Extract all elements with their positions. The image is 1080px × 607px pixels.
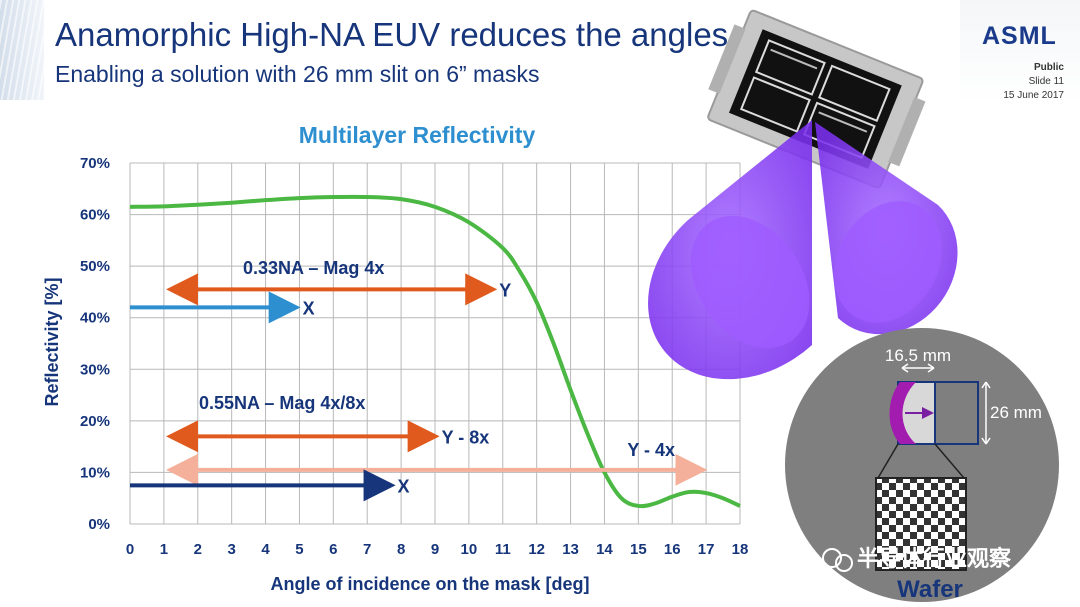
slit-height-label: 26 mm [990, 403, 1042, 422]
x-tick-label: 15 [630, 541, 647, 558]
slit-width-label: 16.5 mm [885, 346, 951, 365]
x-tick-label: 3 [227, 541, 235, 558]
reflectivity-line [129, 194, 741, 509]
slide-date: 15 June 2017 [1003, 90, 1064, 101]
header-decoration-right [960, 0, 1080, 105]
wechat-icon [822, 548, 853, 572]
y-tick-label: 30% [80, 361, 110, 378]
slide-number: Slide 11 [1028, 76, 1064, 87]
svg-text:格隆汇: 格隆汇 [1017, 582, 1062, 600]
wafer-label: Wafer [897, 576, 963, 603]
chart-title: Multilayer Reflectivity [299, 122, 536, 148]
arrow-label: Y - 4x [627, 440, 675, 460]
euv-beam-cones [648, 120, 958, 380]
x-tick-label: 13 [562, 541, 579, 558]
x-tick-label: 18 [732, 541, 749, 558]
x-tick-label: 2 [194, 541, 202, 558]
y-tick-label: 0% [88, 516, 110, 533]
arrow-label: X [303, 298, 315, 318]
y-axis-label: Reflectivity [%] [42, 277, 62, 406]
x-tick-label: 7 [363, 541, 371, 558]
x-axis-label: Angle of incidence on the mask [deg] [270, 574, 589, 594]
x-tick-label: 8 [397, 541, 405, 558]
x-tick-label: 1 [160, 541, 168, 558]
x-tick-label: 16 [664, 541, 681, 558]
header-decoration [0, 0, 44, 100]
annotation-033na: 0.33NA – Mag 4x [243, 258, 384, 278]
x-tick-label: 0 [126, 541, 134, 558]
x-tick-label: 9 [431, 541, 439, 558]
asml-logo: ASML [982, 22, 1057, 50]
arrow-label: Y [499, 280, 511, 300]
slide-subtitle: Enabling a solution with 26 mm slit on 6… [55, 61, 540, 87]
annotation-055na: 0.55NA – Mag 4x/8x [199, 393, 365, 413]
angle-arrows: Y X Y - 8x Y - 4x X [130, 273, 708, 502]
y-tick-label: 40% [80, 310, 110, 327]
x-tick-label: 17 [698, 541, 715, 558]
watermark-logo: 格隆汇 [997, 581, 1062, 600]
x-tick-label: 14 [596, 541, 613, 558]
arrow-label: X [398, 476, 410, 496]
x-tick-label: 12 [528, 541, 545, 558]
arrow-label: Y - 8x [442, 427, 490, 447]
y-axis-ticks: 0% 10% 20% 30% 40% 50% 60% 70% [80, 155, 110, 533]
x-tick-label: 4 [261, 541, 270, 558]
y-tick-label: 50% [80, 258, 110, 275]
slide-title: Anamorphic High-NA EUV reduces the angle… [55, 16, 729, 53]
y-tick-label: 20% [80, 413, 110, 430]
classification-label: Public [1033, 62, 1064, 73]
x-axis-ticks: 0 1 2 3 4 5 6 7 8 9 10 11 12 13 14 15 16 17 18 [126, 541, 749, 558]
wafer-illustration [785, 328, 1059, 602]
x-tick-label: 5 [295, 541, 303, 558]
reticle-mask-illustration [707, 9, 926, 189]
y-tick-label: 60% [80, 207, 110, 224]
x-tick-label: 6 [329, 541, 337, 558]
x-tick-label: 11 [495, 541, 511, 558]
watermark-text: 半导体行业观察 [857, 546, 1012, 571]
y-tick-label: 70% [80, 155, 110, 172]
y-tick-label: 10% [80, 464, 110, 481]
x-tick-label: 10 [461, 541, 478, 558]
